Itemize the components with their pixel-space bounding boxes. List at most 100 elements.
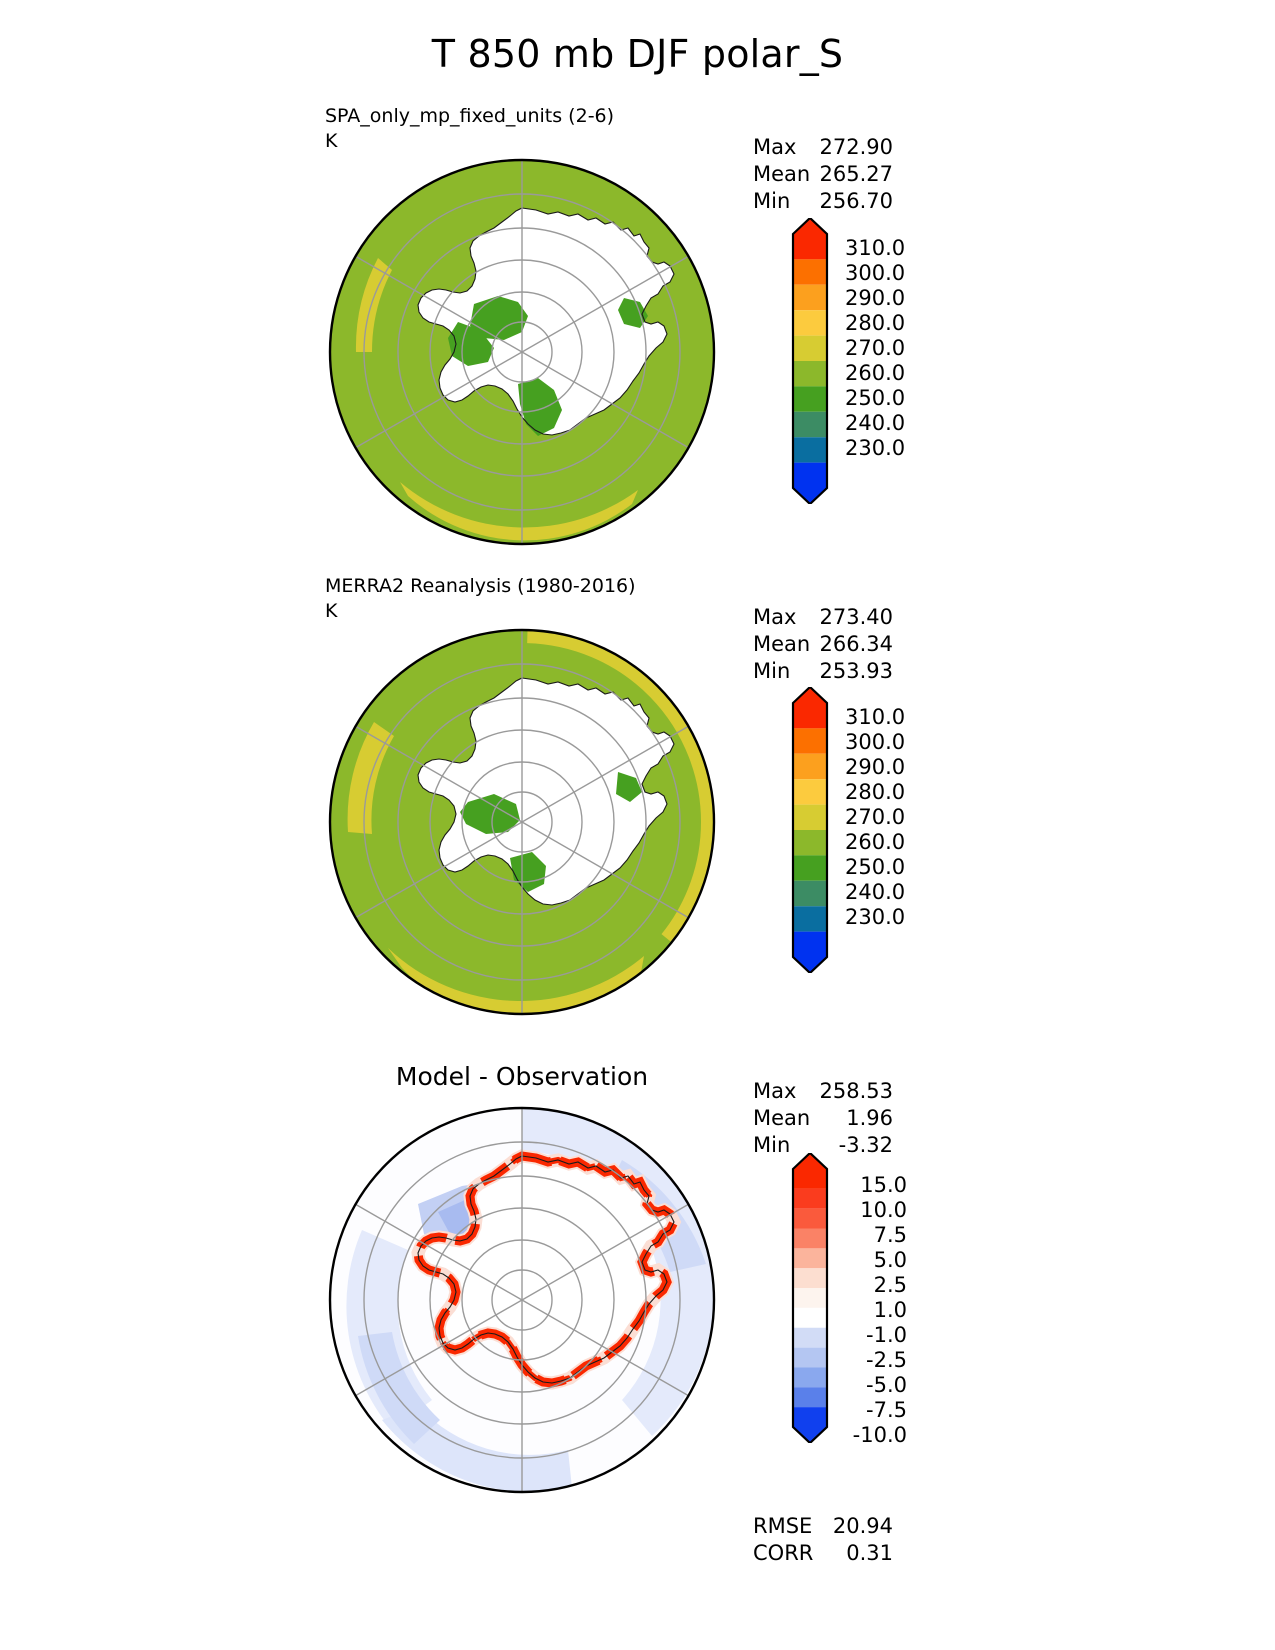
panel-units-observation: K [325,600,338,622]
metric-row: RMSE 20.94 [753,1513,893,1540]
field-band-270-280 [400,482,638,541]
stats-model: Max 272.90 Mean 265.27 Min 256.70 [753,134,893,215]
field-band-250-260 [460,794,520,834]
panel-label-observation: MERRA2 Reanalysis (1980-2016) [325,575,636,597]
stat-row: Min 256.70 [753,188,893,215]
cbar-tick: -1.0 [866,1323,907,1347]
colorbar-band [793,284,827,311]
colorbar-outline [791,685,829,975]
cbar-tick: 300.0 [845,730,906,754]
stat-value: 258.53 [819,1079,893,1103]
metric-key: RMSE [753,1514,813,1538]
cbar-tick: 5.0 [873,1248,907,1272]
cbar-tick: 300.0 [845,261,906,285]
polar-map-difference [328,1106,716,1494]
panel-label-model: SPA_only_mp_fixed_units (2-6) [325,105,615,127]
stat-row: Mean 265.27 [753,161,893,188]
stats-difference: Max 258.53 Mean 1.96 Min -3.32 [753,1078,893,1159]
map-panel-observation [322,622,722,1022]
colorbar-band [793,880,827,907]
stat-key: Max [753,1079,797,1103]
stat-row: Max 273.40 [753,604,893,631]
colorbar-band [793,1228,827,1249]
cbar-tick: 230.0 [845,905,906,929]
cbar-tick: 10.0 [860,1198,907,1222]
cbar-tick: 2.5 [873,1273,907,1297]
colorbar-band [793,411,827,438]
field-band-250-260 [518,378,562,436]
cbar-tick: 250.0 [845,386,906,410]
stat-row: Max 272.90 [753,134,893,161]
colorbar-outline [791,1151,829,1445]
stat-key: Max [753,135,797,159]
cbar-tick: -5.0 [866,1373,907,1397]
stat-key: Max [753,605,797,629]
field-band-neg1-neg2p5 [522,1108,714,1436]
colorbar-band [793,931,827,973]
metric-row: CORR 0.31 [753,1540,893,1567]
map-boundary [328,628,716,1016]
cbar-tick: 240.0 [845,880,906,904]
stats-observation: Max 273.40 Mean 266.34 Min 253.93 [753,604,893,685]
stat-key: Min [753,659,791,683]
colorbar-band [793,259,827,285]
cbar-tick: 260.0 [845,830,906,854]
field-band-neg1-neg2p5 [346,1230,432,1430]
metrics-difference: RMSE 20.94 CORR 0.31 [753,1513,893,1567]
colorbar-observation[interactable]: 310.0 300.0 290.0 280.0 270.0 260.0 250.… [789,685,905,977]
polar-map-observation [328,628,716,1016]
graticule-meridian [354,160,690,544]
colorbar-band [793,335,827,361]
stat-value: 273.40 [819,605,893,629]
stat-key: Min [753,189,791,213]
colorbar-band [793,1387,827,1408]
colorbar-observation-swatches [791,685,829,975]
cbar-tick: 310.0 [845,236,906,260]
colorbar-difference[interactable]: 15.0 10.0 7.5 5.0 2.5 1.0 -1.0 -2.5 -5.0… [789,1151,907,1447]
cbar-tick: 260.0 [845,361,906,385]
colorbar-band [793,1188,827,1209]
stat-row: Min 253.93 [753,658,893,685]
panel-label-difference: Model - Observation [395,1062,649,1091]
stat-row: Mean 1.96 [753,1105,893,1132]
stat-value: 272.90 [819,135,893,159]
stat-row: Mean 266.34 [753,631,893,658]
colorbar-band [793,386,827,412]
colorbar-band [793,855,827,881]
stat-row: Max 258.53 [753,1078,893,1105]
colorbar-difference-swatches [791,1151,829,1445]
metric-key: CORR [753,1541,814,1565]
stat-key: Min [753,1133,791,1157]
stat-value: 256.70 [819,189,893,213]
colorbar-model[interactable]: 310.0 300.0 290.0 280.0 270.0 260.0 250.… [789,216,905,508]
metric-value: 0.31 [846,1541,893,1565]
stat-value: -3.32 [838,1133,893,1157]
graticule-meridian [354,1108,690,1492]
colorbar-band [793,779,827,805]
stat-key: Mean [753,632,811,656]
colorbar-band [793,437,827,463]
colorbar-band [793,1288,827,1308]
colorbar-band [793,218,827,260]
map-panel-difference [322,1100,722,1500]
colorbar-band [793,728,827,754]
map-boundary [328,158,716,546]
colorbar-band [793,687,827,729]
field-band-250-260 [616,772,642,802]
colorbar-band [793,906,827,932]
colorbar-model-swatches [791,216,829,506]
cbar-tick: 230.0 [845,436,906,460]
colorbar-band [793,1307,827,1328]
polar-map-model [328,158,716,546]
colorbar-band [793,830,827,856]
panel-units-model: K [325,130,338,152]
cbar-tick: 280.0 [845,311,906,335]
cbar-tick: -10.0 [852,1423,907,1447]
cbar-tick: 310.0 [845,705,906,729]
cbar-tick: 240.0 [845,411,906,435]
field-band-250-260 [470,296,528,340]
map-boundary [328,1106,716,1494]
colorbar-outline [791,216,829,506]
cbar-tick: 270.0 [845,336,906,360]
